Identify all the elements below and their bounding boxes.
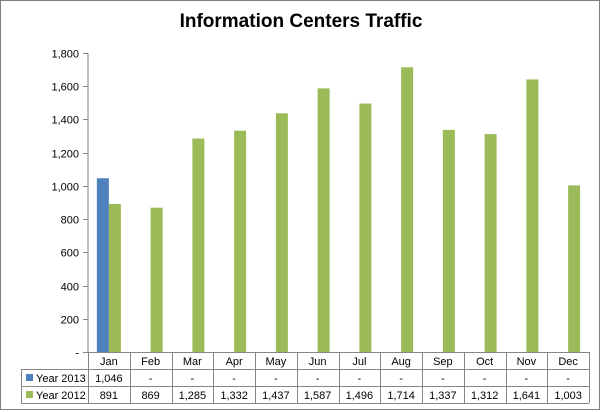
table-cell-value: 1,641	[513, 390, 541, 402]
bar-year-2012-jan	[108, 203, 121, 352]
bar-year-2012-apr	[234, 130, 247, 352]
x-tick-label: Dec	[558, 356, 578, 368]
y-tick-label: 1,400	[51, 115, 79, 127]
bar-year-2012-may	[275, 113, 288, 352]
bar-year-2013-jan	[96, 178, 109, 352]
y-tick-label: 600	[61, 248, 79, 260]
x-tick-label: Jul	[352, 356, 366, 368]
bar-year-2012-feb	[150, 207, 163, 352]
y-tick-label: 200	[61, 315, 79, 327]
x-tick-label: Feb	[141, 356, 160, 368]
table-cell-value: -	[316, 373, 320, 385]
legend-key	[26, 374, 33, 381]
table-cell-value: -	[149, 373, 153, 385]
legend-label: Year 2012	[36, 390, 86, 402]
bar-year-2012-nov	[526, 79, 539, 352]
y-tick-label: 1,000	[51, 182, 79, 194]
x-tick-label: May	[265, 356, 286, 368]
table-cell-value: 1,496	[346, 390, 374, 402]
table-cell-value: 1,332	[220, 390, 248, 402]
x-tick-label: Jun	[309, 356, 327, 368]
table-cell-value: -	[525, 373, 529, 385]
table-cell-value: -	[441, 373, 445, 385]
table-cell-value: 1,437	[262, 390, 290, 402]
table-cell-value: 891	[100, 390, 118, 402]
table-cell-value: -	[232, 373, 236, 385]
x-tick-label: Mar	[183, 356, 202, 368]
y-tick-label: 400	[61, 282, 79, 294]
table-cell-value: -	[483, 373, 487, 385]
table-cell-value: -	[358, 373, 362, 385]
bar-year-2012-aug	[401, 67, 414, 352]
x-tick-label: Nov	[517, 356, 537, 368]
x-tick-label: Aug	[391, 356, 411, 368]
table-cell-value: 1,046	[95, 373, 123, 385]
y-tick-label: 1,800	[51, 49, 79, 61]
y-tick-label: 1,200	[51, 149, 79, 161]
table-cell-value: 1,285	[179, 390, 207, 402]
table-cell-value: 1,337	[429, 390, 457, 402]
x-tick-label: Oct	[476, 356, 493, 368]
bar-year-2012-oct	[484, 134, 497, 352]
y-tick-label: -	[75, 348, 79, 360]
bar-year-2012-jul	[359, 103, 372, 353]
chart-title: Information Centers Traffic	[179, 11, 423, 32]
y-tick-label: 800	[61, 215, 79, 227]
table-cell-value: 869	[141, 390, 159, 402]
table-cell-value: -	[274, 373, 278, 385]
x-tick-label: Apr	[226, 356, 243, 368]
bar-year-2012-dec	[568, 185, 581, 352]
bar-year-2012-jun	[317, 88, 330, 353]
table-cell-value: 1,312	[471, 390, 499, 402]
x-tick-label: Sep	[433, 356, 453, 368]
y-tick-label: 1,600	[51, 82, 79, 94]
table-cell-value: 1,587	[304, 390, 332, 402]
table-cell-value: -	[191, 373, 195, 385]
table-cell-value: 1,714	[387, 390, 415, 402]
bar-year-2012-sep	[442, 129, 455, 352]
table-cell-value: -	[566, 373, 570, 385]
x-tick-label: Jan	[100, 356, 118, 368]
bar-year-2012-mar	[192, 138, 205, 352]
legend-key	[26, 391, 33, 398]
legend-label: Year 2013	[36, 373, 86, 385]
table-cell-value: -	[399, 373, 403, 385]
table-cell-value: 1,003	[554, 390, 582, 402]
